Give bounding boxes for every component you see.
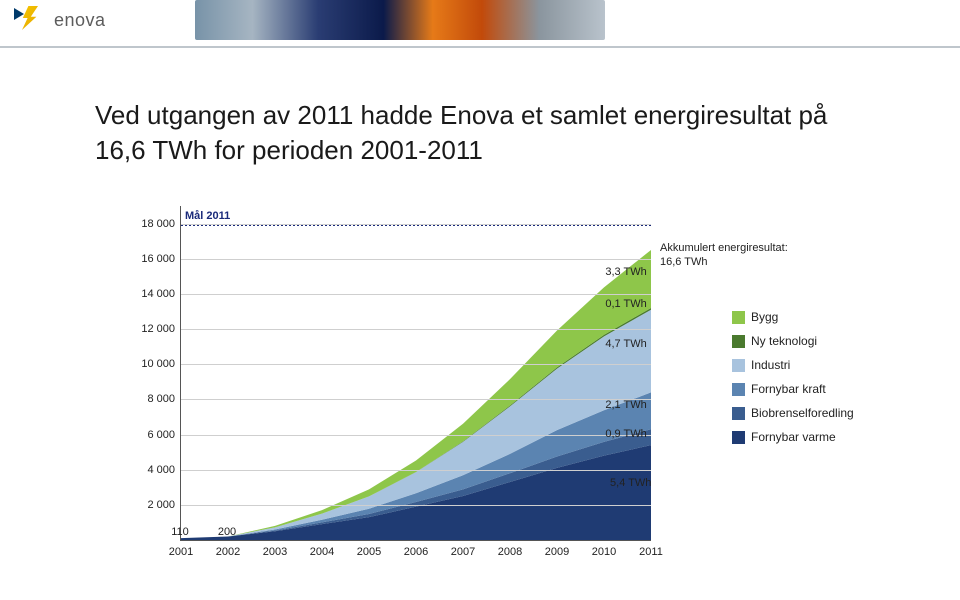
energy-result-chart: Mål 2011 2 000 4 000 6 000 8 000 10 000 12 00… xyxy=(120,196,840,586)
legend-swatch xyxy=(732,335,745,348)
legend-item: Ny teknologi xyxy=(732,334,854,348)
y-tick-label: 2 000 xyxy=(147,499,181,511)
legend-swatch xyxy=(732,311,745,324)
legend-label: Industri xyxy=(751,358,790,372)
legend-item: Industri xyxy=(732,358,854,372)
x-tick-label: 2011 xyxy=(639,540,663,558)
gridline xyxy=(181,259,651,260)
x-tick-label: 2001 xyxy=(169,540,193,558)
x-tick-label: 2006 xyxy=(404,540,428,558)
y-tick-label: 4 000 xyxy=(147,464,181,476)
enova-bolt-icon xyxy=(14,6,48,34)
accumulated-label: Akkumulert energiresultat: 16,6 TWh xyxy=(660,242,788,270)
x-tick-label: 2010 xyxy=(592,540,616,558)
gridline xyxy=(181,505,651,506)
segment-label: 2,1 TWh xyxy=(605,399,646,411)
x-tick-label: 2008 xyxy=(498,540,522,558)
header-bar: enova xyxy=(0,0,960,56)
legend-swatch xyxy=(732,359,745,372)
y-tick-label: 16 000 xyxy=(141,253,181,265)
goal-label: Mål 2011 xyxy=(185,210,230,222)
segment-label: 0,9 TWh xyxy=(605,428,646,440)
legend-label: Fornybar kraft xyxy=(751,382,826,396)
x-tick-label: 2009 xyxy=(545,540,569,558)
gridline xyxy=(181,294,651,295)
legend-label: Biobrenselforedling xyxy=(751,406,854,420)
y-tick-label: 6 000 xyxy=(147,429,181,441)
plot-area: Mål 2011 2 0004 0006 0008 00010 00012 00… xyxy=(180,206,651,541)
stacked-areas xyxy=(181,206,651,540)
x-tick-label: 2002 xyxy=(216,540,240,558)
gridline xyxy=(181,470,651,471)
gridline xyxy=(181,399,651,400)
gridline xyxy=(181,435,651,436)
legend-swatch xyxy=(732,407,745,420)
segment-label: 4,7 TWh xyxy=(605,338,646,350)
y-tick-label: 8 000 xyxy=(147,393,181,405)
brand-name: enova xyxy=(54,10,106,31)
gridline xyxy=(181,364,651,365)
y-tick-label: 10 000 xyxy=(141,358,181,370)
y-tick-label: 14 000 xyxy=(141,288,181,300)
legend-item: Fornybar kraft xyxy=(732,382,854,396)
accumulated-line1: Akkumulert energiresultat: xyxy=(660,242,788,256)
chart-legend: Bygg Ny teknologi Industri Fornybar kraft Bi… xyxy=(732,310,854,454)
brand-logo: enova xyxy=(14,6,106,34)
legend-swatch xyxy=(732,383,745,396)
legend-swatch xyxy=(732,431,745,444)
segment-label: 5,4 TWh xyxy=(610,477,651,489)
start-value-label: 200 xyxy=(218,526,236,538)
x-tick-label: 2005 xyxy=(357,540,381,558)
y-tick-label: 18 000 xyxy=(141,218,181,230)
x-tick-label: 2007 xyxy=(451,540,475,558)
page-title: Ved utgangen av 2011 hadde Enova et saml… xyxy=(95,98,855,168)
x-tick-label: 2003 xyxy=(263,540,287,558)
accumulated-line2: 16,6 TWh xyxy=(660,256,788,270)
segment-label: 3,3 TWh xyxy=(605,266,646,278)
y-tick-label: 12 000 xyxy=(141,323,181,335)
legend-item: Fornybar varme xyxy=(732,430,854,444)
header-divider xyxy=(0,46,960,48)
header-image-strip xyxy=(195,0,605,40)
x-tick-label: 2004 xyxy=(310,540,334,558)
start-value-label: 110 xyxy=(171,526,189,538)
legend-item: Biobrenselforedling xyxy=(732,406,854,420)
legend-label: Bygg xyxy=(751,310,778,324)
legend-item: Bygg xyxy=(732,310,854,324)
legend-label: Fornybar varme xyxy=(751,430,836,444)
segment-label: 0,1 TWh xyxy=(605,298,646,310)
gridline xyxy=(181,224,651,225)
legend-label: Ny teknologi xyxy=(751,334,817,348)
gridline xyxy=(181,329,651,330)
